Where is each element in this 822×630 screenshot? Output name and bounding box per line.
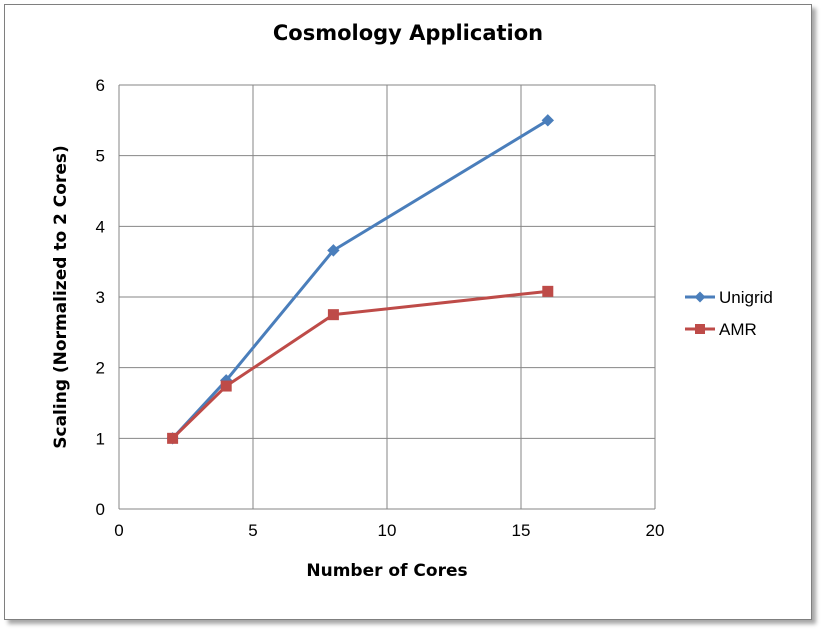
x-tick-label: 20 <box>646 521 665 540</box>
chart-title: Cosmology Application <box>273 21 543 45</box>
data-point <box>541 114 555 127</box>
legend-item: Unigrid <box>685 288 773 307</box>
series <box>166 114 555 445</box>
y-tick-label: 0 <box>96 500 105 519</box>
data-point <box>220 380 232 392</box>
legend-label: Unigrid <box>719 288 773 307</box>
x-tick-label: 5 <box>248 521 257 540</box>
y-tick-label: 1 <box>96 429 105 448</box>
y-tick-label: 3 <box>96 288 105 307</box>
y-axis-title: Scaling (Normalized to 2 Cores) <box>51 145 71 448</box>
series-unigrid <box>166 114 555 445</box>
y-tick-label: 4 <box>96 217 105 236</box>
data-point <box>327 309 339 321</box>
y-tick-label: 5 <box>96 147 105 166</box>
axes <box>118 85 655 510</box>
x-tick-label: 0 <box>114 521 123 540</box>
series-line <box>171 289 548 440</box>
chart-frame <box>4 4 812 620</box>
legend-marker <box>695 324 705 334</box>
series-amr <box>167 285 554 444</box>
x-axis-title: Number of Cores <box>306 561 467 581</box>
x-tick-labels: 0 5 10 15 20 <box>114 521 664 540</box>
data-point <box>542 285 554 297</box>
x-tick-label: 15 <box>512 521 531 540</box>
grid <box>118 84 656 510</box>
data-point <box>167 432 179 444</box>
legend-marker <box>694 291 706 303</box>
y-tick-label: 6 <box>96 76 105 95</box>
data-point <box>327 244 340 257</box>
x-tick-label: 10 <box>378 521 397 540</box>
legend: Unigrid AMR <box>685 288 773 339</box>
y-tick-label: 2 <box>96 359 105 378</box>
legend-item: AMR <box>685 320 757 339</box>
y-tick-labels: 0 1 2 3 4 5 6 <box>96 76 105 519</box>
legend-label: AMR <box>719 320 757 339</box>
series-line <box>171 119 549 440</box>
